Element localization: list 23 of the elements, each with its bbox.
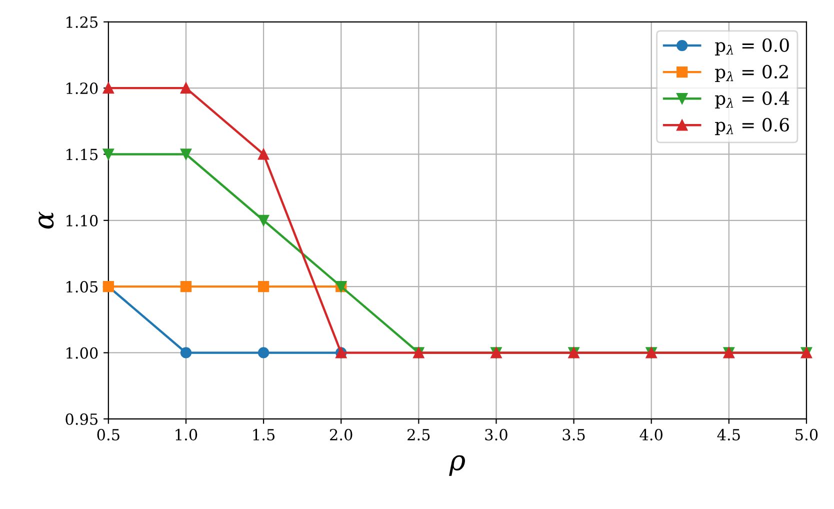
- x-tick-label: 0.5: [97, 428, 120, 440]
- x-tick-label: 2.0: [330, 428, 352, 440]
- x-tick-label: 2.5: [408, 428, 430, 440]
- x-tick-label: 3.0: [485, 428, 508, 440]
- y-tick-label: 1.20: [66, 82, 98, 94]
- y-tick-label: 1.05: [66, 281, 98, 293]
- y-axis-title: α: [38, 212, 54, 229]
- x-tick-label: 1.5: [253, 428, 275, 440]
- x-tick-label: 1.0: [176, 428, 198, 440]
- legend-label: p$_{λ}$ = 0.4: [715, 91, 790, 109]
- x-axis-title: ρ: [449, 455, 465, 476]
- x-tick-label: 3.5: [562, 428, 585, 440]
- y-tick-label: 0.95: [66, 413, 98, 425]
- y-tick-label: 1.15: [66, 148, 98, 160]
- legend-label: p$_{λ}$ = 0.2: [715, 64, 788, 82]
- x-tick-label: 4.5: [717, 428, 740, 440]
- legend-label: p$_{λ}$ = 0.0: [715, 38, 789, 56]
- x-tick-label: 5.0: [796, 428, 818, 440]
- legend-label: p$_{λ}$ = 0.6: [715, 118, 789, 136]
- y-tick-label: 1.25: [66, 16, 98, 28]
- x-tick-label: 4.0: [640, 428, 662, 440]
- y-tick-label: 1.00: [66, 347, 98, 359]
- y-tick-label: 1.10: [66, 214, 98, 226]
